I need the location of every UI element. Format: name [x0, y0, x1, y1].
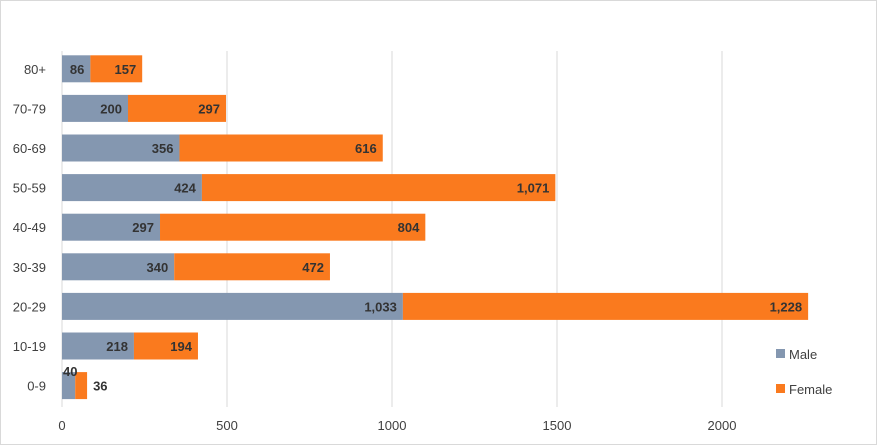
bar-male	[62, 292, 403, 320]
data-label-male: 200	[100, 101, 122, 116]
data-label-female: 616	[355, 141, 377, 156]
data-labels: 86 157 200 297 356 616 424 1,071 297 804 340 472 1,0…	[63, 62, 802, 394]
bar-female	[160, 213, 426, 241]
legend-swatch-female	[776, 384, 785, 393]
bar-female	[201, 174, 556, 202]
y-tick-label: 70-79	[13, 101, 46, 116]
y-tick-label: 30-39	[13, 260, 46, 275]
data-label-female: 36	[93, 379, 107, 394]
bar-male	[62, 372, 76, 400]
x-tick-label: 500	[216, 418, 238, 433]
bar-female	[128, 94, 227, 122]
data-label-female: 297	[198, 101, 220, 116]
data-label-male: 340	[146, 260, 168, 275]
data-label-female: 1,228	[770, 299, 803, 314]
bar-male	[62, 253, 175, 281]
bar-female	[179, 134, 383, 162]
data-label-female: 804	[398, 220, 420, 235]
bar-male	[62, 55, 91, 83]
data-label-male: 297	[132, 220, 154, 235]
legend-label-female: Female	[789, 382, 832, 397]
bar-male	[62, 134, 180, 162]
bar-female	[402, 292, 809, 320]
legend-swatch-male	[776, 349, 785, 358]
bar-female	[90, 55, 143, 83]
data-label-female: 194	[170, 339, 192, 354]
bar-female	[75, 372, 88, 400]
bar-female	[133, 332, 198, 360]
y-tick-label: 50-59	[13, 181, 46, 196]
data-label-female: 157	[114, 62, 136, 77]
bars	[62, 55, 809, 400]
bar-male	[62, 332, 134, 360]
x-axis-tick-labels: 0 500 1000 1500 2000	[58, 418, 736, 433]
y-tick-label: 20-29	[13, 299, 46, 314]
y-axis-tick-labels: 80+ 70-79 60-69 50-59 40-49 30-39 20-29 10-19 0-…	[13, 62, 46, 394]
y-tick-label: 0-9	[27, 379, 46, 394]
bar-male	[62, 174, 202, 202]
bar-female	[174, 253, 330, 281]
data-label-male: 40	[63, 364, 77, 379]
y-tick-label: 40-49	[13, 220, 46, 235]
y-tick-label: 80+	[24, 62, 46, 77]
x-tick-label: 0	[58, 418, 65, 433]
legend-label-male: Male	[789, 347, 817, 362]
data-label-male: 424	[174, 181, 196, 196]
data-label-male: 356	[152, 141, 174, 156]
x-tick-label: 1500	[543, 418, 572, 433]
bar-male	[62, 94, 128, 122]
x-tick-label: 1000	[378, 418, 407, 433]
data-label-male: 218	[106, 339, 128, 354]
data-label-female: 1,071	[517, 181, 550, 196]
data-label-male: 86	[70, 62, 84, 77]
x-tick-label: 2000	[708, 418, 737, 433]
legend: Male Female	[776, 347, 832, 397]
data-label-male: 1,033	[364, 299, 397, 314]
y-tick-label: 10-19	[13, 339, 46, 354]
bar-male	[62, 213, 161, 241]
data-label-female: 472	[302, 260, 324, 275]
y-tick-label: 60-69	[13, 141, 46, 156]
